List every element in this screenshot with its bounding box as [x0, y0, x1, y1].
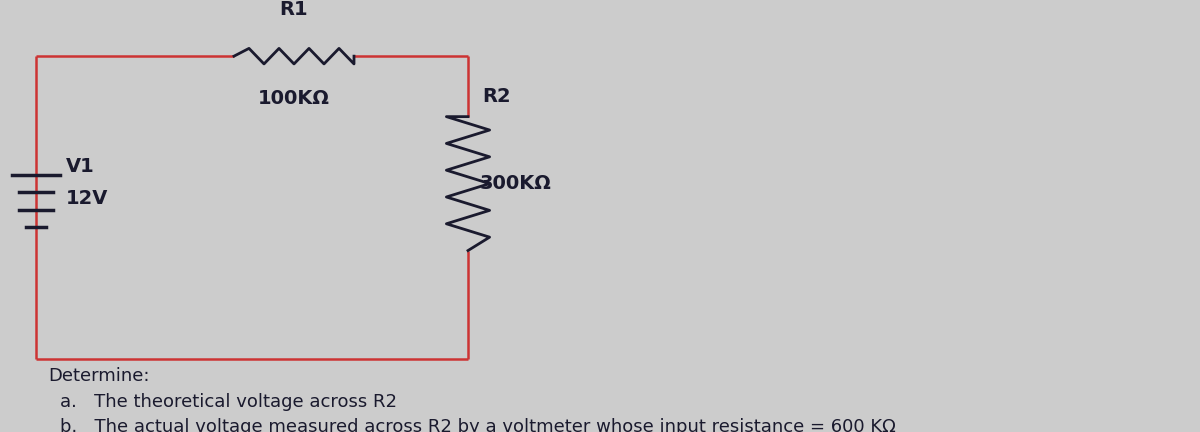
Text: a.   The theoretical voltage across R2: a. The theoretical voltage across R2	[60, 393, 397, 411]
Text: b.   The actual voltage measured across R2 by a voltmeter whose input resistance: b. The actual voltage measured across R2…	[60, 418, 895, 432]
Text: V1: V1	[66, 157, 95, 176]
Text: 100KΩ: 100KΩ	[258, 89, 330, 108]
Text: R1: R1	[280, 0, 308, 19]
Text: Determine:: Determine:	[48, 367, 150, 385]
Text: R2: R2	[482, 87, 511, 106]
Text: 12V: 12V	[66, 189, 108, 208]
Text: 300KΩ: 300KΩ	[480, 174, 552, 193]
